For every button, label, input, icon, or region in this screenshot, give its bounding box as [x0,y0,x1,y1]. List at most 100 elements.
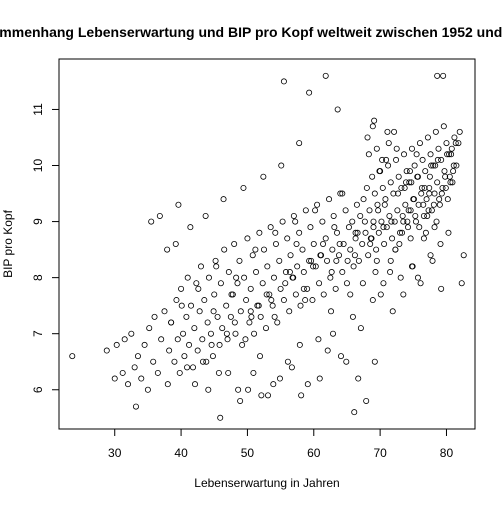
data-point [376,168,383,175]
data-point [347,246,354,253]
data-point [191,325,198,332]
data-point [270,274,277,281]
data-point [164,246,171,253]
data-point [290,212,297,219]
data-point [365,151,372,158]
data-point [380,224,387,231]
data-point [271,313,278,320]
data-point [270,381,277,388]
data-point [434,72,441,79]
data-point [418,184,425,191]
data-point [257,313,264,320]
data-point [227,313,234,320]
data-point [438,190,445,197]
data-point [405,207,412,214]
data-point [402,201,409,208]
data-point [412,218,419,225]
data-point [276,375,283,382]
data-point [414,274,421,281]
data-point [134,353,141,360]
data-point [434,179,441,186]
data-point [395,173,402,180]
data-point [441,168,448,175]
data-point [132,403,139,410]
data-point [366,207,373,214]
data-point [308,257,315,264]
data-point [151,313,158,320]
data-point [355,257,362,264]
data-point [426,184,433,191]
data-point [304,381,311,388]
data-point [201,297,208,304]
data-point [103,347,110,354]
data-point [232,330,239,337]
data-point [193,280,200,287]
data-point [178,302,185,309]
data-point [362,229,369,236]
data-point [184,274,191,281]
data-point [424,134,431,141]
data-point [437,240,444,247]
data-point [375,229,382,236]
data-point [398,184,405,191]
data-point [432,162,439,169]
data-point [302,297,309,304]
data-point [197,263,204,270]
data-point [425,207,432,214]
data-point [242,336,249,343]
data-point [302,207,309,214]
data-point [381,240,388,247]
data-point [212,257,219,264]
data-point [339,269,346,276]
data-point [426,190,433,197]
data-point [355,375,362,382]
data-point [306,257,313,264]
data-point [393,145,400,152]
data-point [342,207,349,214]
data-point [247,285,254,292]
data-point [296,229,303,236]
data-point [244,235,251,242]
data-point [413,151,420,158]
data-point [357,212,364,219]
plot-frame [58,58,476,430]
data-point [371,190,378,197]
data-point [374,201,381,208]
data-point [422,168,429,175]
data-point [304,285,311,292]
x-tick-label: 60 [307,446,321,460]
data-point [400,218,407,225]
data-point [387,179,394,186]
data-point [274,319,281,326]
x-tick-label: 50 [241,446,255,460]
data-point [327,274,334,281]
data-point [255,302,262,309]
data-point [450,162,457,169]
y-tick-label: 8 [31,274,45,281]
data-point [406,179,413,186]
data-point [373,246,380,253]
data-point [263,291,270,298]
data-point [310,240,317,247]
data-point [333,229,340,236]
data-point [154,369,161,376]
data-point [266,291,273,298]
data-point [386,212,393,219]
data-point [209,353,216,360]
data-point [411,162,418,169]
data-point [359,240,366,247]
data-point [217,414,224,421]
data-point [290,274,297,281]
data-point [435,145,442,152]
data-point [220,196,227,203]
data-point [442,173,449,180]
data-point [337,353,344,360]
data-point [199,336,206,343]
data-point [247,308,254,315]
x-tick-label: 40 [174,446,188,460]
data-point [385,162,392,169]
data-point [420,212,427,219]
data-point [248,313,255,320]
data-point [239,341,246,348]
